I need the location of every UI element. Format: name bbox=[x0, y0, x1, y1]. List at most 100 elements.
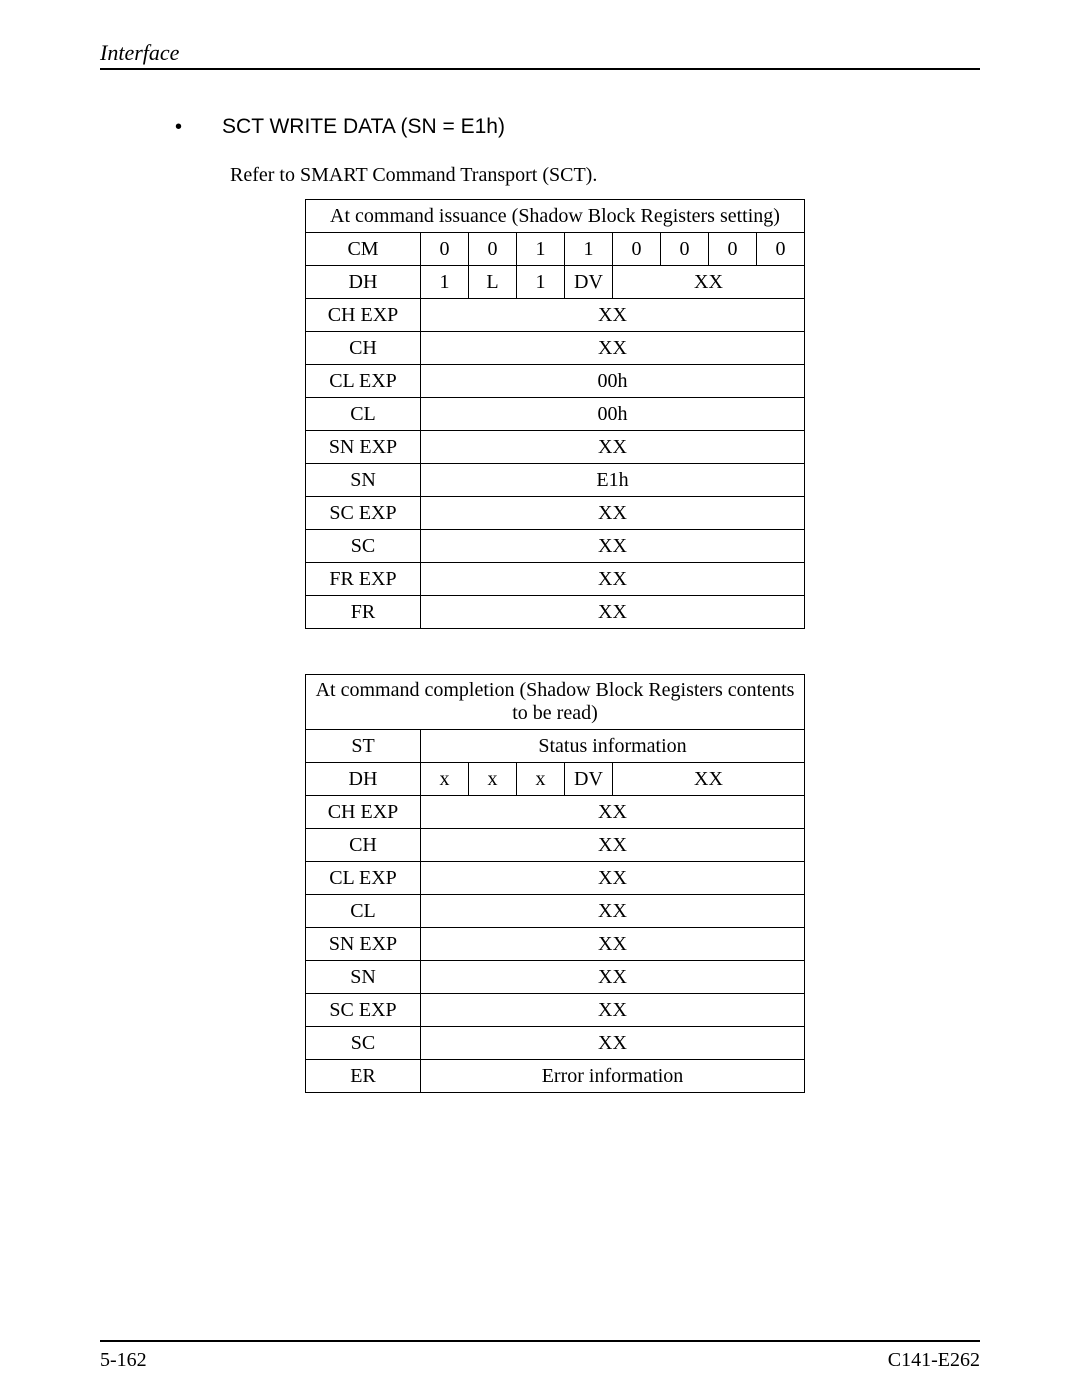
row-value: XX bbox=[421, 829, 805, 862]
cm-bit: 0 bbox=[757, 233, 805, 266]
row-value: XX bbox=[421, 928, 805, 961]
table-row: CHXX bbox=[306, 829, 805, 862]
page-number: 5-162 bbox=[100, 1349, 147, 1372]
dh-bit: 1 bbox=[517, 266, 565, 299]
row-label: SC EXP bbox=[306, 994, 421, 1027]
row-label: CH EXP bbox=[306, 796, 421, 829]
row-value: XX bbox=[421, 497, 805, 530]
dh-label: DH bbox=[306, 763, 421, 796]
section-title: SCT WRITE DATA (SN = E1h) bbox=[222, 115, 505, 139]
st-value: Status information bbox=[421, 730, 805, 763]
row-label: CH bbox=[306, 332, 421, 365]
table-row: SC EXPXX bbox=[306, 497, 805, 530]
row-label: CL EXP bbox=[306, 862, 421, 895]
row-label: CL bbox=[306, 398, 421, 431]
dh-rest: XX bbox=[613, 266, 805, 299]
cm-bit: 0 bbox=[709, 233, 757, 266]
table-title-row: At command completion (Shadow Block Regi… bbox=[306, 675, 805, 730]
row-value: XX bbox=[421, 862, 805, 895]
cm-bit: 0 bbox=[421, 233, 469, 266]
dh-bit: x bbox=[469, 763, 517, 796]
cm-bit: 1 bbox=[565, 233, 613, 266]
header-title: Interface bbox=[100, 40, 980, 66]
dh-bit: x bbox=[517, 763, 565, 796]
bullet-icon: • bbox=[175, 116, 182, 139]
cm-bit: 1 bbox=[517, 233, 565, 266]
table-row: CL00h bbox=[306, 398, 805, 431]
st-row: ST Status information bbox=[306, 730, 805, 763]
row-value: XX bbox=[421, 994, 805, 1027]
row-label: CH EXP bbox=[306, 299, 421, 332]
table-title: At command completion (Shadow Block Regi… bbox=[306, 675, 805, 730]
cm-bit: 0 bbox=[613, 233, 661, 266]
dh-label: DH bbox=[306, 266, 421, 299]
dh-bit: DV bbox=[565, 266, 613, 299]
row-label: SN EXP bbox=[306, 431, 421, 464]
st-label: ST bbox=[306, 730, 421, 763]
row-value: XX bbox=[421, 332, 805, 365]
table-title: At command issuance (Shadow Block Regist… bbox=[306, 200, 805, 233]
dh-row: DH 1 L 1 DV XX bbox=[306, 266, 805, 299]
table-row: FR EXPXX bbox=[306, 563, 805, 596]
dh-bit: L bbox=[469, 266, 517, 299]
row-label: SC EXP bbox=[306, 497, 421, 530]
table-row: SCXX bbox=[306, 530, 805, 563]
row-label: CL bbox=[306, 895, 421, 928]
dh-bit: DV bbox=[565, 763, 613, 796]
table-row: CH EXPXX bbox=[306, 299, 805, 332]
doc-id: C141-E262 bbox=[888, 1349, 980, 1372]
table-row: SCXX bbox=[306, 1027, 805, 1060]
page: Interface • SCT WRITE DATA (SN = E1h) Re… bbox=[0, 0, 1080, 1093]
row-value: XX bbox=[421, 299, 805, 332]
table-row: SC EXPXX bbox=[306, 994, 805, 1027]
completion-table: At command completion (Shadow Block Regi… bbox=[305, 674, 805, 1093]
row-value: XX bbox=[421, 431, 805, 464]
header-rule bbox=[100, 68, 980, 70]
row-label: ER bbox=[306, 1060, 421, 1093]
table-row: SNE1h bbox=[306, 464, 805, 497]
table-row: SN EXPXX bbox=[306, 431, 805, 464]
dh-bit: 1 bbox=[421, 266, 469, 299]
completion-table-wrap: At command completion (Shadow Block Regi… bbox=[305, 674, 980, 1093]
dh-row: DH x x x DV XX bbox=[306, 763, 805, 796]
row-value: XX bbox=[421, 796, 805, 829]
dh-rest: XX bbox=[613, 763, 805, 796]
row-label: FR EXP bbox=[306, 563, 421, 596]
section-heading: • SCT WRITE DATA (SN = E1h) bbox=[175, 115, 980, 139]
dh-bit: x bbox=[421, 763, 469, 796]
row-value: 00h bbox=[421, 398, 805, 431]
row-label: FR bbox=[306, 596, 421, 629]
row-label: SN bbox=[306, 464, 421, 497]
row-label: SC bbox=[306, 1027, 421, 1060]
table-row: CL EXPXX bbox=[306, 862, 805, 895]
cm-label: CM bbox=[306, 233, 421, 266]
table-title-row: At command issuance (Shadow Block Regist… bbox=[306, 200, 805, 233]
issuance-table-wrap: At command issuance (Shadow Block Regist… bbox=[305, 199, 980, 629]
table-row: ERError information bbox=[306, 1060, 805, 1093]
row-value: XX bbox=[421, 961, 805, 994]
table-row: SNXX bbox=[306, 961, 805, 994]
row-label: SC bbox=[306, 530, 421, 563]
cm-bit: 0 bbox=[661, 233, 709, 266]
cm-bit: 0 bbox=[469, 233, 517, 266]
table-row: SN EXPXX bbox=[306, 928, 805, 961]
issuance-table: At command issuance (Shadow Block Regist… bbox=[305, 199, 805, 629]
table-row: CLXX bbox=[306, 895, 805, 928]
row-value: XX bbox=[421, 895, 805, 928]
table-row: CH EXPXX bbox=[306, 796, 805, 829]
row-value: E1h bbox=[421, 464, 805, 497]
table-row: CL EXP00h bbox=[306, 365, 805, 398]
row-label: SN bbox=[306, 961, 421, 994]
row-value: XX bbox=[421, 563, 805, 596]
row-value: Error information bbox=[421, 1060, 805, 1093]
row-label: CL EXP bbox=[306, 365, 421, 398]
table-row: FRXX bbox=[306, 596, 805, 629]
cm-row: CM 0 0 1 1 0 0 0 0 bbox=[306, 233, 805, 266]
row-value: XX bbox=[421, 1027, 805, 1060]
row-value: XX bbox=[421, 596, 805, 629]
row-label: CH bbox=[306, 829, 421, 862]
table-row: CHXX bbox=[306, 332, 805, 365]
footer-rule bbox=[100, 1340, 980, 1342]
row-value: 00h bbox=[421, 365, 805, 398]
row-label: SN EXP bbox=[306, 928, 421, 961]
